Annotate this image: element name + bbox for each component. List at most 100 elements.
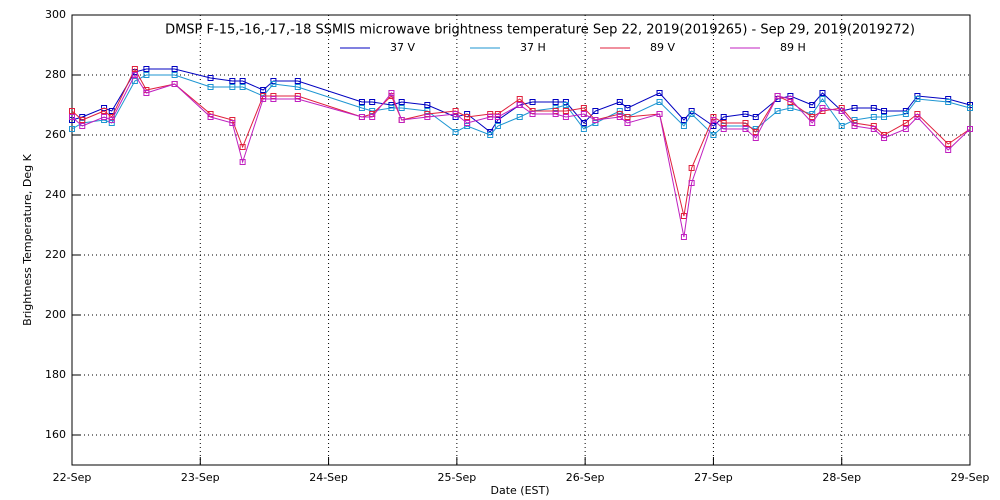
point-marker [616,99,623,105]
legend-label: 37 H [520,41,546,54]
point-marker [656,99,663,105]
point-marker [809,114,816,120]
point-marker [624,120,631,126]
point-marker [487,114,494,120]
point-marker [580,120,587,126]
point-marker [207,84,214,90]
point-marker [171,66,178,72]
point-marker [171,81,178,87]
point-marker [819,96,826,102]
point-marker [398,105,405,111]
y-tick-label: 220 [45,248,66,261]
point-marker [494,123,501,129]
point-marker [171,72,178,78]
point-marker [902,111,909,117]
point-marker [710,132,717,138]
point-marker [69,108,75,114]
point-marker [616,114,623,120]
point-marker [809,102,816,108]
point-marker [688,111,695,117]
y-tick-label: 180 [45,368,66,381]
x-tick-label: 29-Sep [951,471,990,484]
x-tick-label: 22-Sep [53,471,92,484]
point-marker [838,108,845,114]
y-tick-label: 200 [45,308,66,321]
y-tick-label: 160 [45,428,66,441]
point-marker [592,117,599,123]
point-marker [870,126,877,132]
point-marker [294,96,301,102]
point-marker [742,111,749,117]
point-marker [774,93,781,99]
point-marker [752,129,759,135]
point-marker [688,180,695,186]
point-marker [819,105,826,111]
point-marker [131,78,138,84]
point-marker [464,120,471,126]
point-marker [229,120,236,126]
point-marker [239,78,246,84]
point-marker [656,111,663,117]
point-marker [207,114,214,120]
point-marker [945,147,952,153]
point-marker [69,114,75,120]
point-marker [143,66,150,72]
point-marker [79,117,86,123]
point-marker [580,126,587,132]
point-marker [592,108,599,114]
x-tick-label: 25-Sep [438,471,477,484]
legend-label: 89 H [780,41,806,54]
point-marker [752,114,759,120]
x-tick-label: 26-Sep [566,471,605,484]
point-marker [680,117,687,123]
legend-label: 89 V [650,41,675,54]
point-marker [516,114,523,120]
point-marker [143,72,150,78]
point-marker [294,84,301,90]
point-marker [945,141,952,147]
point-marker [902,120,909,126]
y-axis-label: Brightness Temperature, Deg K [21,153,34,325]
point-marker [424,114,431,120]
point-marker [529,111,536,117]
point-marker [688,165,695,171]
point-marker [388,90,395,96]
series-line [71,68,971,133]
point-marker [787,96,794,102]
point-marker [131,66,138,72]
point-marker [945,99,952,105]
point-marker [108,117,115,123]
x-tick-label: 23-Sep [181,471,220,484]
y-tick-label: 260 [45,128,66,141]
point-marker [851,123,858,129]
point-marker [838,123,845,129]
point-marker [369,114,376,120]
point-marker [787,105,794,111]
point-marker [239,84,246,90]
point-marker [870,105,877,111]
legend-label: 37 V [390,41,415,54]
y-tick-label: 300 [45,8,66,21]
point-marker [624,114,631,120]
point-marker [516,96,523,102]
point-marker [881,108,888,114]
point-marker [424,102,431,108]
chart-title: DMSP F-15,-16,-17,-18 SSMIS microwave br… [165,23,915,38]
point-marker [914,114,921,120]
point-marker [774,108,781,114]
point-marker [819,90,826,96]
point-marker [710,117,717,123]
point-marker [870,114,877,120]
point-marker [752,135,759,141]
point-marker [720,126,727,132]
point-marker [967,126,973,132]
point-marker [562,114,569,120]
point-marker [967,105,973,111]
point-marker [229,78,236,84]
point-marker [239,159,246,165]
point-marker [270,81,277,87]
point-marker [239,144,246,150]
point-marker [487,132,494,138]
point-marker [742,120,749,126]
